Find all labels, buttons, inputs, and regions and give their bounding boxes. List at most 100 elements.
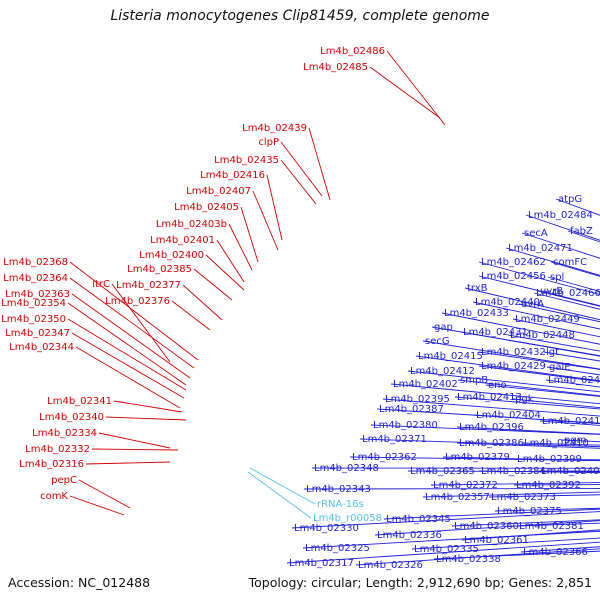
gene-label-right: Lm4b_02386: [459, 438, 524, 449]
gene-label-right: Lm4b_02375: [497, 506, 562, 517]
rna-label: Lm4b_r00058: [313, 513, 382, 524]
label-connector: [355, 548, 600, 566]
label-connector: [193, 268, 233, 301]
gene-label-right: fabZ: [570, 226, 593, 237]
label-connector: [205, 254, 245, 291]
label-connector: [454, 396, 600, 410]
gene-label-left: Lm4b_02486: [320, 46, 385, 57]
gene-label-left: Lm4b_02377: [116, 280, 181, 291]
label-connector: [303, 488, 600, 490]
label-connector: [390, 383, 600, 405]
gene-label-right: lgt: [546, 347, 559, 358]
label-connector: [457, 379, 600, 397]
label-connector: [280, 141, 323, 197]
label-connector: [349, 456, 600, 462]
gene-label-right: Lm4b_02392: [516, 480, 581, 491]
gene-label-left: Lm4b_02416: [200, 170, 265, 181]
gene-label-right: Lm4b_02484: [528, 210, 593, 221]
gene-label-right: Lm4b_02361: [464, 535, 529, 546]
gene-label-right: Lm4b_02448: [510, 330, 575, 341]
gene-label-left: Lm4b_02344: [9, 342, 74, 353]
label-connector: [456, 426, 600, 435]
gene-label-right: Lm4b_02317: [289, 558, 354, 569]
label-connector: [240, 206, 259, 263]
gene-label-right: Lm4b_02456: [481, 271, 546, 282]
label-connector: [494, 507, 600, 512]
label-connector: [71, 332, 185, 399]
gene-label-right: atpG: [558, 194, 582, 205]
label-connector: [473, 414, 600, 425]
gene-label-left: Lm4b_02368: [3, 257, 68, 268]
label-connector: [451, 519, 600, 527]
gene-label-left: Lm4b_02485: [303, 62, 368, 73]
label-connector: [85, 461, 171, 465]
gene-label-right: pgk: [515, 394, 534, 405]
gene-label-left: Lm4b_02376: [105, 296, 170, 307]
gene-label-left: pepC: [51, 475, 77, 486]
gene-label-right: Lm4b_02395: [385, 394, 450, 405]
gene-label-right: secA: [524, 228, 548, 239]
gene-label-right: Lm4b_02325: [305, 543, 370, 554]
gene-label-left: Lm4b_02364: [3, 273, 68, 284]
gene-label-left: Lm4b_02407: [186, 186, 251, 197]
label-connector: [266, 174, 283, 241]
label-connector: [69, 261, 199, 361]
label-connector: [98, 432, 171, 449]
gene-label-left: Lm4b_02334: [32, 428, 97, 439]
accession-label: Accession: NC_012488: [8, 575, 151, 590]
label-connector: [422, 491, 600, 498]
gene-label-right: uvrB: [540, 286, 563, 297]
label-connector: [171, 300, 211, 331]
gene-label-left: Lm4b_02340: [39, 412, 104, 423]
gene-label-right: Lm4b_02433: [444, 308, 509, 319]
gene-label-right: Lm4b_02431: [463, 327, 528, 338]
gene-label-right: Lm4b_02471: [508, 243, 573, 254]
gene-label-right: uvrA: [521, 299, 544, 310]
gene-label-right: galE: [549, 362, 571, 373]
gene-label-right: Lm4b_02418: [542, 416, 600, 427]
label-connector: [369, 66, 441, 119]
gene-label-right: Lm4b_02345: [386, 514, 451, 525]
gene-label-right: comFC: [553, 257, 587, 268]
label-connector: [111, 283, 171, 363]
gene-label-right: smpB: [460, 375, 488, 386]
label-connector: [249, 467, 316, 505]
gene-label-right: Lm4b_02466: [536, 288, 600, 299]
label-connector: [105, 416, 187, 421]
label-connector: [228, 223, 253, 271]
label-connector: [69, 277, 195, 369]
gene-label-left: Lm4b_02363: [5, 289, 70, 300]
gene-label-left: Lm4b_02350: [1, 314, 66, 325]
gene-label-right: Lm4b_02343: [306, 484, 371, 495]
gene-label-left: Lm4b_02439: [242, 123, 307, 134]
label-connector: [302, 530, 600, 549]
gene-label-right: trxB: [467, 283, 488, 294]
gene-label-right: Lm4b_02415: [418, 351, 483, 362]
gene-label-right: Lm4b_02410: [524, 438, 589, 449]
label-connector: [516, 522, 600, 527]
label-connector: [383, 508, 600, 520]
figure-title: Listeria monocytogenes Clip81459, comple…: [110, 8, 490, 24]
label-connector: [456, 442, 600, 449]
gene-label-right: Lm4b_02432: [481, 347, 546, 358]
label-connector: [280, 159, 317, 205]
gene-label-left: comK: [40, 491, 68, 502]
gene-label-left: Lm4b_02400: [139, 250, 204, 261]
label-connector: [216, 239, 245, 283]
gene-label-left: Lm4b_02316: [19, 459, 84, 470]
gene-label-right: Lm4b_02330: [294, 523, 359, 534]
label-connector: [247, 471, 312, 519]
label-connector: [433, 550, 600, 560]
label-connector: [67, 318, 187, 391]
label-connector: [370, 424, 600, 435]
gene-label-right: Lm4b_02413: [457, 392, 522, 403]
label-connector: [520, 546, 600, 553]
label-connector: [252, 190, 279, 251]
gene-label-left: ltrC: [92, 279, 110, 290]
label-connector: [478, 470, 600, 474]
gene-label-right: Lm4b_02338: [436, 554, 501, 565]
label-connector: [113, 400, 183, 413]
gene-label-right: Lm4b_02404: [476, 410, 541, 421]
